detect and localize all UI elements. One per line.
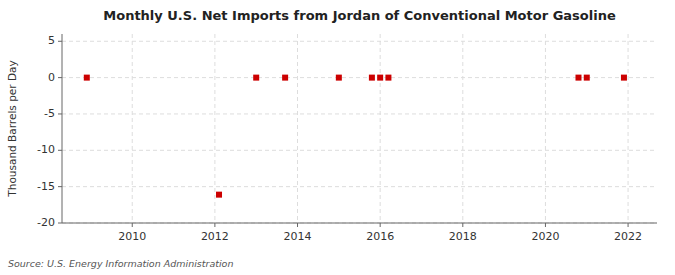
grid: [62, 34, 657, 223]
grid-line-x: [545, 34, 546, 223]
grid-line-y: [62, 223, 657, 224]
y-tick-label: -5: [44, 107, 55, 120]
grid-line-y: [62, 77, 657, 78]
y-tick: [58, 186, 62, 187]
point: [336, 75, 342, 81]
axes: 5 0 -5 -10 -15 -20 2010 2012 2014 2016 2018 2020 202…: [37, 34, 657, 243]
y-tick-label: 0: [48, 71, 55, 84]
source-note: Source: U.S. Energy Information Administ…: [8, 258, 233, 269]
x-tick: [628, 223, 629, 227]
point: [369, 75, 375, 81]
x-tick: [380, 223, 381, 227]
x-tick: [545, 223, 546, 227]
point: [385, 75, 391, 81]
x-tick-label: 2020: [531, 230, 559, 243]
x-tick-label: 2012: [201, 230, 229, 243]
grid-line-x: [380, 34, 381, 223]
point: [584, 75, 590, 81]
x-axis-line: [62, 223, 657, 224]
x-tick: [462, 223, 463, 227]
grid-line-y: [62, 150, 657, 151]
x-tick: [297, 223, 298, 227]
point: [84, 75, 90, 81]
x-tick-label: 2010: [118, 230, 146, 243]
x-tick-label: 2014: [284, 230, 312, 243]
y-tick: [58, 113, 62, 114]
grid-line-y: [62, 113, 657, 114]
point: [282, 75, 288, 81]
point: [621, 75, 627, 81]
point: [377, 75, 383, 81]
x-tick-label: 2016: [366, 230, 394, 243]
y-tick: [58, 41, 62, 42]
grid-line-x: [132, 34, 133, 223]
grid-line-x: [297, 34, 298, 223]
grid-line-x: [628, 34, 629, 223]
title: Monthly U.S. Net Imports from Jordan of …: [103, 8, 616, 23]
point: [216, 192, 222, 198]
y-tick-label: 5: [48, 34, 55, 47]
x-tick-label: 2022: [614, 230, 642, 243]
y-tick: [58, 223, 62, 224]
x-tick: [132, 223, 133, 227]
y-tick-label: -15: [37, 180, 55, 193]
y-tick-label: -10: [37, 143, 55, 156]
chart-container: 5 0 -5 -10 -15 -20 2010 2012 2014 2016 2018 2020 202…: [0, 0, 675, 275]
chart: 5 0 -5 -10 -15 -20 2010 2012 2014 2016 2018 2020 202…: [0, 0, 675, 275]
y-tick: [58, 150, 62, 151]
grid-line-y: [62, 186, 657, 187]
grid-line-y: [62, 41, 657, 42]
y-axis-label: Thousand Barrels per Day: [6, 60, 18, 197]
grid-line-x: [462, 34, 463, 223]
grid-line-x: [214, 34, 215, 223]
x-tick: [214, 223, 215, 227]
point: [253, 75, 259, 81]
x-tick-label: 2018: [449, 230, 477, 243]
points: [84, 75, 627, 198]
y-tick: [58, 77, 62, 78]
point: [575, 75, 581, 81]
y-tick-label: -20: [37, 216, 55, 229]
y-axis-line: [62, 34, 63, 223]
